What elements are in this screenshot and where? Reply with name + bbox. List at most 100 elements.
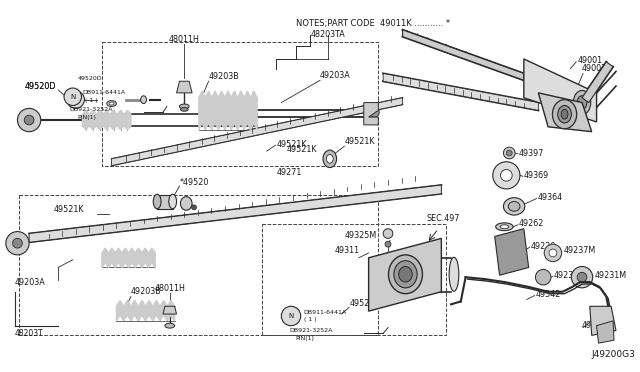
Polygon shape <box>218 91 225 130</box>
Circle shape <box>67 91 84 108</box>
Polygon shape <box>167 301 175 321</box>
Polygon shape <box>163 306 177 314</box>
Text: PIN(1): PIN(1) <box>77 115 97 120</box>
Circle shape <box>572 266 593 288</box>
Polygon shape <box>83 110 90 130</box>
Text: 48011H: 48011H <box>169 35 200 44</box>
Polygon shape <box>129 248 135 267</box>
Text: 49231M: 49231M <box>595 271 627 280</box>
Polygon shape <box>109 248 115 267</box>
Text: 49311: 49311 <box>335 246 360 254</box>
Text: N: N <box>289 313 294 319</box>
Text: 49220: 49220 <box>531 242 556 251</box>
Polygon shape <box>538 93 592 132</box>
Polygon shape <box>251 91 257 130</box>
Circle shape <box>385 241 391 247</box>
Ellipse shape <box>504 198 525 215</box>
Text: 49521K: 49521K <box>53 205 84 214</box>
Text: 48203TA: 48203TA <box>310 30 345 39</box>
Ellipse shape <box>573 90 591 115</box>
Polygon shape <box>102 248 109 267</box>
Polygon shape <box>124 110 131 130</box>
Ellipse shape <box>323 150 337 167</box>
Ellipse shape <box>449 257 459 291</box>
Ellipse shape <box>558 106 572 123</box>
Ellipse shape <box>107 101 116 106</box>
Text: N: N <box>73 97 78 103</box>
Ellipse shape <box>496 223 513 231</box>
Text: 49203B: 49203B <box>209 72 239 81</box>
Circle shape <box>577 272 587 282</box>
Polygon shape <box>116 301 124 321</box>
Text: ( 1 ): ( 1 ) <box>303 317 316 323</box>
Polygon shape <box>90 110 96 130</box>
Text: 49397: 49397 <box>519 148 545 157</box>
Text: DB921-3252A: DB921-3252A <box>289 328 332 333</box>
Polygon shape <box>145 301 153 321</box>
Text: PIN(1): PIN(1) <box>296 336 315 341</box>
Circle shape <box>369 108 380 117</box>
Text: 49521K: 49521K <box>276 140 307 149</box>
Ellipse shape <box>508 202 520 211</box>
Circle shape <box>64 88 81 106</box>
Polygon shape <box>495 229 529 275</box>
Circle shape <box>506 150 512 156</box>
Ellipse shape <box>561 109 568 119</box>
Polygon shape <box>590 306 616 336</box>
Circle shape <box>493 162 520 189</box>
Text: 49203A: 49203A <box>15 278 45 286</box>
Ellipse shape <box>500 225 509 229</box>
Text: 49262: 49262 <box>519 219 545 228</box>
Ellipse shape <box>179 104 189 109</box>
Text: DB911-6441A: DB911-6441A <box>83 90 125 95</box>
Text: 49325M: 49325M <box>344 231 376 240</box>
Circle shape <box>282 306 301 326</box>
Ellipse shape <box>184 201 189 206</box>
Text: DB911-6441A: DB911-6441A <box>303 310 347 315</box>
Polygon shape <box>199 91 205 130</box>
Text: 49541: 49541 <box>582 321 607 330</box>
Text: 49203B: 49203B <box>131 287 162 296</box>
Text: 49236M: 49236M <box>554 271 586 280</box>
Polygon shape <box>524 59 596 122</box>
Text: NOTES;PART CODE  49011K ........... *: NOTES;PART CODE 49011K ........... * <box>296 19 450 28</box>
Text: 48203T: 48203T <box>15 329 44 338</box>
Polygon shape <box>244 91 251 130</box>
Polygon shape <box>148 248 156 267</box>
Polygon shape <box>153 301 160 321</box>
Text: 49271: 49271 <box>276 168 302 177</box>
Text: 49369: 49369 <box>524 171 549 180</box>
Circle shape <box>500 170 512 181</box>
Ellipse shape <box>577 96 587 109</box>
Ellipse shape <box>169 194 177 209</box>
Text: ( 1 ): ( 1 ) <box>85 98 98 103</box>
Ellipse shape <box>180 108 188 111</box>
Polygon shape <box>96 110 103 130</box>
Text: 49001: 49001 <box>577 57 602 65</box>
Polygon shape <box>369 238 442 311</box>
Ellipse shape <box>109 102 114 105</box>
Ellipse shape <box>394 261 417 288</box>
Polygon shape <box>231 91 237 130</box>
Polygon shape <box>160 301 167 321</box>
Polygon shape <box>122 248 129 267</box>
Text: 49001: 49001 <box>582 64 607 73</box>
Polygon shape <box>157 195 173 209</box>
Polygon shape <box>403 30 524 80</box>
Polygon shape <box>142 248 148 267</box>
Circle shape <box>6 232 29 255</box>
Text: J49200G3: J49200G3 <box>592 350 636 359</box>
Ellipse shape <box>153 194 161 209</box>
Text: 49520D: 49520D <box>24 81 56 91</box>
Text: 49520D: 49520D <box>24 81 56 91</box>
Ellipse shape <box>180 197 192 210</box>
Ellipse shape <box>326 154 333 163</box>
Polygon shape <box>135 248 142 267</box>
Polygon shape <box>596 321 614 343</box>
Text: 49203A: 49203A <box>320 71 351 80</box>
Ellipse shape <box>165 323 175 328</box>
Circle shape <box>504 147 515 159</box>
Text: 48011H: 48011H <box>154 284 185 294</box>
Circle shape <box>17 108 41 132</box>
Circle shape <box>191 205 196 210</box>
